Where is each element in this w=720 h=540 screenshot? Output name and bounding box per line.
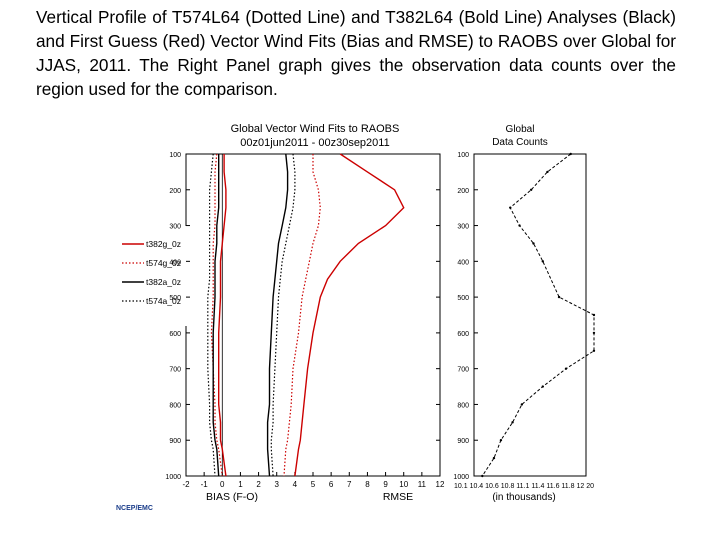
chart-date-range: 00z01jun2011 - 00z30sep2011: [240, 137, 389, 149]
counts-plot-frame: [473, 153, 587, 477]
x-tick-label: 10: [399, 480, 408, 489]
x-tick-label: 3: [274, 480, 279, 489]
series-line-t382a_0z-rmse: [266, 153, 289, 477]
legend-label-t382a_0z: t382a_0z: [146, 277, 181, 287]
counts-xlabel: (in thousands): [492, 492, 555, 503]
counts-point: [541, 260, 544, 263]
series-line-t382a_0z-bias: [212, 154, 220, 477]
counts-point: [529, 188, 533, 191]
counts-point: [532, 242, 535, 245]
series-line-t574g_0z-rmse: [283, 154, 321, 477]
rmse-axis-label: RMSE: [383, 491, 413, 503]
x-tick-label: 2: [256, 480, 261, 489]
counts-x-tick-labels: 10.1 10.4 10.6 10.8 11.1 11.4 11.6 11.8 …: [454, 483, 594, 490]
counts-y-tick-label: 100: [457, 152, 469, 159]
figure-caption: Vertical Profile of T574L64 (Dotted Line…: [36, 7, 676, 99]
counts-point: [511, 421, 514, 424]
counts-point: [592, 349, 596, 352]
counts-y-tick-label: 600: [457, 331, 469, 338]
x-tick-label: 12: [436, 480, 445, 489]
main-plot-frame: [185, 153, 441, 477]
counts-point: [592, 313, 596, 317]
counts-point: [557, 295, 561, 299]
counts-y-tick-label: 800: [457, 402, 469, 409]
y-tick-label: 600: [169, 331, 181, 338]
counts-point: [546, 170, 549, 174]
y-tick-label: 300: [169, 224, 181, 231]
counts-point: [541, 385, 544, 388]
counts-title: Global: [506, 124, 535, 135]
counts-y-tick-label: 400: [457, 259, 469, 266]
series-line-t574a_0z-rmse: [270, 153, 296, 477]
counts-point: [481, 474, 484, 478]
counts-point: [499, 439, 503, 442]
series-line-t574g_0z-bias: [210, 153, 223, 477]
y-tick-label: 1000: [165, 474, 181, 481]
counts-subtitle: Data Counts: [492, 137, 548, 148]
y-tick-label: 400: [169, 259, 181, 266]
x-tick-label: 4: [293, 480, 298, 489]
counts-y-tick-label: 500: [457, 295, 469, 302]
x-tick-label: -1: [201, 480, 209, 489]
legend-label-t574g_0z: t574g_0z: [146, 258, 181, 268]
x-tick-label: 11: [418, 480, 427, 489]
counts-point: [518, 224, 521, 227]
x-tick-label: 5: [311, 480, 316, 489]
x-tick-label: 9: [383, 480, 388, 489]
bias-axis-label: BIAS (F-O): [206, 491, 258, 503]
x-tick-label: 0: [220, 480, 225, 489]
counts-point: [569, 152, 572, 156]
chart-title: Global Vector Wind Fits to RAOBS: [231, 123, 400, 135]
y-tick-label: 100: [169, 152, 181, 159]
y-tick-label: 900: [169, 438, 181, 445]
x-tick-label: -2: [182, 480, 190, 489]
legend-label-t574a_0z: t574a_0z: [146, 296, 181, 306]
counts-y-tick-label: 900: [457, 438, 469, 445]
counts-y-tick-label: 300: [457, 224, 469, 231]
counts-y-tick-label: 1000: [453, 474, 469, 481]
y-tick-label: 500: [169, 295, 181, 302]
counts-point: [520, 403, 524, 406]
counts-point: [564, 367, 568, 370]
x-tick-label: 6: [329, 480, 334, 489]
x-tick-label: 8: [365, 480, 370, 489]
counts-line: [481, 153, 595, 477]
counts-y-tick-label: 200: [457, 188, 469, 195]
counts-y-tick-label: 700: [457, 367, 469, 374]
x-tick-label: 1: [238, 480, 243, 489]
y-tick-label: 700: [169, 367, 181, 374]
y-tick-label: 800: [169, 402, 181, 409]
counts-point: [592, 331, 596, 335]
series-line-t382g_0z-rmse: [294, 153, 405, 477]
series-line-t382g_0z-bias: [217, 154, 227, 477]
legend-label-t382g_0z: t382g_0z: [146, 239, 181, 249]
counts-point: [509, 206, 512, 209]
credit-text: NCEP/EMC: [116, 505, 153, 512]
y-tick-label: 200: [169, 188, 181, 195]
legend-box: [120, 226, 188, 326]
series-line-t574a_0z-bias: [207, 153, 216, 477]
counts-point: [492, 456, 496, 460]
x-tick-label: 7: [347, 480, 352, 489]
